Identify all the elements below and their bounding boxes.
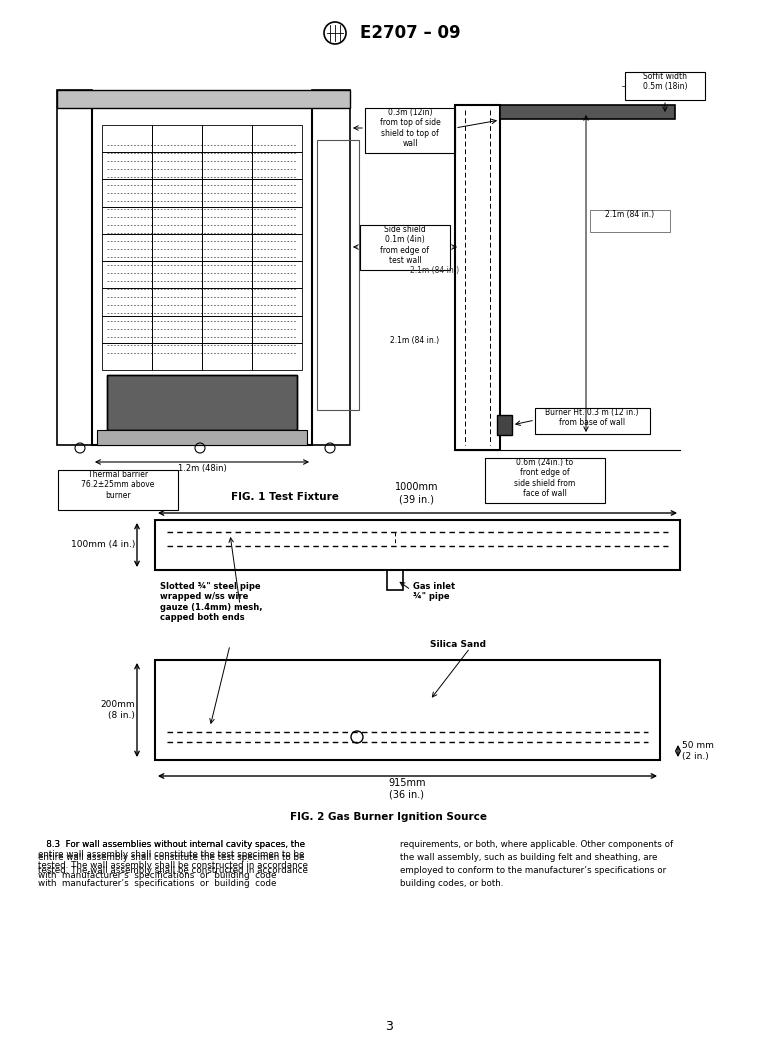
Text: Thermal barrier
76.2±25mm above
burner: Thermal barrier 76.2±25mm above burner (82, 469, 155, 500)
Bar (625, 72, 705, 100)
Bar (152, 179, 202, 207)
Text: 915mm
(36 in.): 915mm (36 in.) (388, 778, 426, 799)
Bar (152, 342, 202, 370)
Text: E2707 – 09: E2707 – 09 (360, 24, 461, 42)
Text: 100mm (4 in.): 100mm (4 in.) (71, 540, 135, 550)
Text: 2.1m (84 in.): 2.1m (84 in.) (391, 335, 440, 345)
Text: Burner Ht. 0.3 m (12 in.)
from base of wall: Burner Ht. 0.3 m (12 in.) from base of w… (545, 408, 639, 428)
Bar (155, 660, 660, 760)
Bar (57, 90, 92, 445)
Text: with  manufacturer’s  specifications  or  building  code: with manufacturer’s specifications or bu… (38, 879, 276, 888)
Bar (152, 288, 202, 315)
Bar (485, 458, 605, 503)
Bar (497, 415, 512, 435)
Bar (252, 179, 302, 207)
Bar (252, 288, 302, 315)
Bar (500, 105, 675, 119)
Text: FIG. 1 Test Fixture: FIG. 1 Test Fixture (231, 492, 339, 502)
Bar (152, 207, 202, 234)
Bar (252, 342, 302, 370)
Bar (102, 288, 152, 315)
Bar (152, 315, 202, 342)
Text: Gas inlet
¾" pipe: Gas inlet ¾" pipe (413, 582, 455, 602)
Text: Silica Sand: Silica Sand (430, 640, 486, 649)
Text: Slotted ¾" steel pipe
wrapped w/ss wire
gauze (1.4mm) mesh,
capped both ends: Slotted ¾" steel pipe wrapped w/ss wire … (160, 582, 262, 623)
Text: FIG. 2 Gas Burner Ignition Source: FIG. 2 Gas Burner Ignition Source (290, 812, 488, 822)
Bar (155, 520, 680, 570)
Text: 2.1m (84 in.): 2.1m (84 in.) (605, 210, 654, 219)
Text: tested. The wall assembly shall be constructed in accordance: tested. The wall assembly shall be const… (38, 866, 308, 875)
Bar (202, 125, 252, 152)
Text: entire wall assembly shall constitute the test specimen to be: entire wall assembly shall constitute th… (38, 853, 304, 862)
Bar (535, 408, 650, 434)
Text: 1.2m (48in): 1.2m (48in) (177, 464, 226, 473)
Text: 3: 3 (385, 1020, 393, 1033)
Bar (387, 570, 403, 590)
Bar (312, 90, 350, 445)
Bar (97, 430, 307, 445)
Bar (252, 234, 302, 261)
Bar (152, 261, 202, 288)
Bar (202, 315, 252, 342)
Bar (202, 342, 252, 370)
Bar (92, 105, 312, 445)
Bar (252, 125, 302, 152)
Text: 200mm
(8 in.): 200mm (8 in.) (100, 701, 135, 719)
Bar (102, 152, 152, 179)
Bar (252, 315, 302, 342)
Bar (102, 234, 152, 261)
Text: 8.3  For wall assemblies without internal cavity spaces, the: 8.3 For wall assemblies without internal… (38, 840, 305, 849)
Bar (202, 207, 252, 234)
Bar (360, 225, 450, 270)
Bar (252, 152, 302, 179)
Text: 0.3m (12in)
from top of side
shield to top of
wall: 0.3m (12in) from top of side shield to t… (380, 108, 440, 148)
Bar (102, 342, 152, 370)
Bar (455, 105, 500, 450)
Bar (152, 152, 202, 179)
Bar (202, 152, 252, 179)
Text: requirements, or both, where applicable. Other components of: requirements, or both, where applicable.… (400, 840, 673, 849)
Bar (252, 207, 302, 234)
Text: 2.1m (84 in.): 2.1m (84 in.) (411, 265, 460, 275)
Text: employed to conform to the manufacturer’s specifications or: employed to conform to the manufacturer’… (400, 866, 666, 875)
Bar (58, 469, 178, 510)
Text: 0.6m (24in.) to
front edge of
side shield from
face of wall: 0.6m (24in.) to front edge of side shiel… (514, 458, 576, 499)
Text: Soffit width
0.5m (18in): Soffit width 0.5m (18in) (643, 72, 687, 92)
Bar (365, 108, 455, 153)
Bar (152, 234, 202, 261)
Bar (57, 90, 350, 108)
Bar (202, 288, 252, 315)
Bar (202, 234, 252, 261)
Bar (317, 139, 359, 410)
Bar (152, 125, 202, 152)
Bar (102, 207, 152, 234)
Text: 8.3  For wall assemblies without internal cavity spaces, the
entire wall assembl: 8.3 For wall assemblies without internal… (38, 840, 308, 881)
Bar (102, 261, 152, 288)
Text: 1000mm
(39 in.): 1000mm (39 in.) (395, 482, 439, 504)
Bar (202, 261, 252, 288)
Bar (202, 179, 252, 207)
Bar (102, 179, 152, 207)
Bar (107, 375, 297, 430)
Text: 50 mm
(2 in.): 50 mm (2 in.) (682, 741, 714, 761)
Bar (252, 261, 302, 288)
Bar (107, 375, 297, 430)
Text: Side shield
0.1m (4in)
from edge of
test wall: Side shield 0.1m (4in) from edge of test… (380, 225, 429, 265)
Bar (102, 315, 152, 342)
Text: building codes, or both.: building codes, or both. (400, 879, 503, 888)
Text: the wall assembly, such as building felt and sheathing, are: the wall assembly, such as building felt… (400, 853, 657, 862)
Bar (590, 210, 670, 232)
Bar (102, 125, 152, 152)
